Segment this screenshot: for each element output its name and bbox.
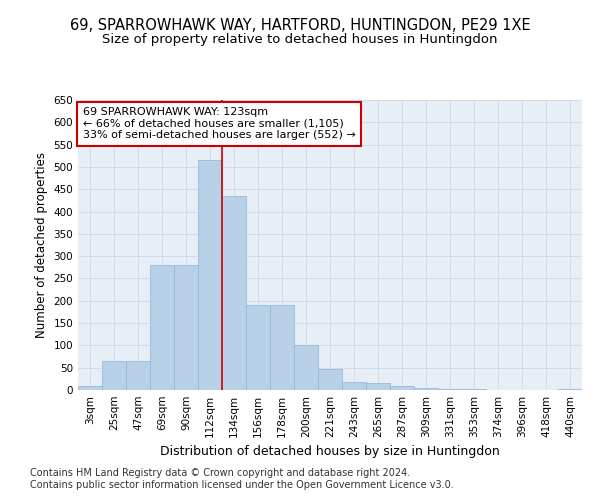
Y-axis label: Number of detached properties: Number of detached properties [35, 152, 48, 338]
Bar [462, 389, 486, 390]
Bar [150, 265, 174, 390]
Text: Contains public sector information licensed under the Open Government Licence v3: Contains public sector information licen… [30, 480, 454, 490]
Bar [318, 368, 342, 390]
Bar [294, 346, 318, 390]
Bar [558, 388, 582, 390]
Bar [126, 361, 150, 390]
Bar [78, 386, 102, 390]
Bar [246, 305, 270, 390]
Text: Contains HM Land Registry data © Crown copyright and database right 2024.: Contains HM Land Registry data © Crown c… [30, 468, 410, 477]
Text: Size of property relative to detached houses in Huntingdon: Size of property relative to detached ho… [102, 32, 498, 46]
Bar [438, 388, 462, 390]
Bar [414, 388, 438, 390]
Bar [222, 196, 246, 390]
Text: 69 SPARROWHAWK WAY: 123sqm
← 66% of detached houses are smaller (1,105)
33% of s: 69 SPARROWHAWK WAY: 123sqm ← 66% of deta… [83, 108, 356, 140]
Bar [270, 305, 294, 390]
Bar [366, 384, 390, 390]
Bar [102, 361, 126, 390]
Bar [342, 382, 366, 390]
Bar [198, 160, 222, 390]
Bar [390, 386, 414, 390]
X-axis label: Distribution of detached houses by size in Huntingdon: Distribution of detached houses by size … [160, 446, 500, 458]
Text: 69, SPARROWHAWK WAY, HARTFORD, HUNTINGDON, PE29 1XE: 69, SPARROWHAWK WAY, HARTFORD, HUNTINGDO… [70, 18, 530, 32]
Bar [174, 265, 198, 390]
